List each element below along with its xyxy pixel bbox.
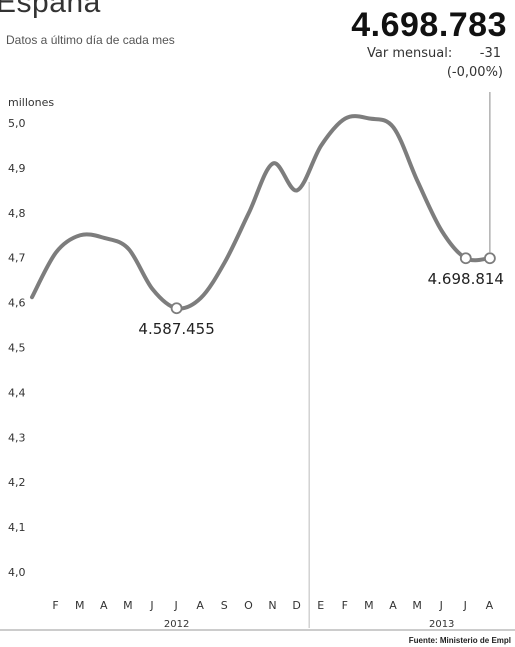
data-point <box>247 211 251 215</box>
y-tick-label: 4,5 <box>8 342 26 355</box>
data-point <box>271 161 275 165</box>
y-axis: millones 5,0 4,9 4,8 4,7 4,6 4,5 4,4 4,3 4,2 4,1 4,… <box>8 96 54 579</box>
y-tick-label: 4,4 <box>8 386 26 399</box>
y-tick-label: 4,3 <box>8 431 26 444</box>
point-marker <box>459 252 472 265</box>
x-tick-label: J <box>173 599 178 612</box>
y-tick-label: 4,1 <box>8 521 26 534</box>
monthly-variation-label: Var mensual: <box>367 46 453 61</box>
data-point <box>440 229 444 233</box>
y-tick-label: 4,0 <box>8 566 26 579</box>
data-point <box>367 117 371 121</box>
annotation-label: 4.698.814 <box>428 270 504 288</box>
data-point <box>416 179 420 183</box>
x-tick-label: J <box>463 599 468 612</box>
point-markers <box>170 252 496 315</box>
data-point <box>295 188 299 192</box>
x-tick-label: S <box>221 599 229 612</box>
point-marker <box>483 252 496 265</box>
x-tick-label: J <box>439 599 444 612</box>
x-tick-label: M <box>364 599 375 612</box>
data-point <box>30 295 34 299</box>
x-tick-label: J <box>149 599 154 612</box>
series-line <box>30 114 492 311</box>
data-point <box>392 125 395 129</box>
y-tick-label: 4,9 <box>8 162 26 175</box>
x-tick-label: A <box>486 599 495 612</box>
x-tick-label: M <box>412 599 423 612</box>
chart-title: España <box>0 0 101 19</box>
data-point <box>319 143 323 147</box>
y-tick-label: 4,8 <box>8 207 26 220</box>
x-tick-label: M <box>75 599 86 612</box>
x-tick-label: F <box>342 599 349 612</box>
x-tick-label: D <box>292 599 301 612</box>
data-point <box>343 117 347 121</box>
data-point <box>126 247 130 251</box>
x-tick-label: N <box>268 599 277 612</box>
data-point <box>102 236 106 240</box>
y-tick-label: 4,7 <box>8 252 26 265</box>
x-tick-label: A <box>196 599 205 612</box>
x-tick-label: O <box>244 599 254 612</box>
x-tick-label: E <box>317 599 325 612</box>
monthly-variation-percent: (-0,00%) <box>446 65 503 80</box>
guide-lines <box>308 92 491 628</box>
y-tick-label: 5,0 <box>8 117 26 130</box>
data-point <box>223 260 227 264</box>
data-point <box>151 287 154 291</box>
y-tick-label: 4,6 <box>8 297 26 310</box>
data-point <box>199 296 203 300</box>
data-point <box>54 250 58 254</box>
x-tick-label: M <box>123 599 134 612</box>
x-tick-label: F <box>52 599 59 612</box>
annotation-label: 4.587.455 <box>138 320 214 338</box>
x-tick-label: A <box>100 599 109 612</box>
monthly-variation-value: -31 <box>479 46 501 61</box>
x-axis: F M A M J J A S O N D E F M A M J J A 2012 2013 <box>0 599 515 631</box>
x-tick-label: A <box>389 599 398 612</box>
year-label: 2013 <box>429 619 454 630</box>
source-note: Fuente: Ministerio de Empl <box>409 636 511 645</box>
chart-subtitle: Datos a último día de cada mes <box>6 33 175 47</box>
annotation-labels: 4.587.455 4.698.814 <box>138 270 504 338</box>
series-group <box>30 114 492 311</box>
point-marker <box>170 302 183 315</box>
year-label: 2012 <box>164 619 189 630</box>
y-axis-label: millones <box>8 96 54 109</box>
data-point <box>78 233 82 237</box>
headline-value: 4.698.783 <box>351 6 507 44</box>
y-tick-label: 4,2 <box>8 476 26 489</box>
